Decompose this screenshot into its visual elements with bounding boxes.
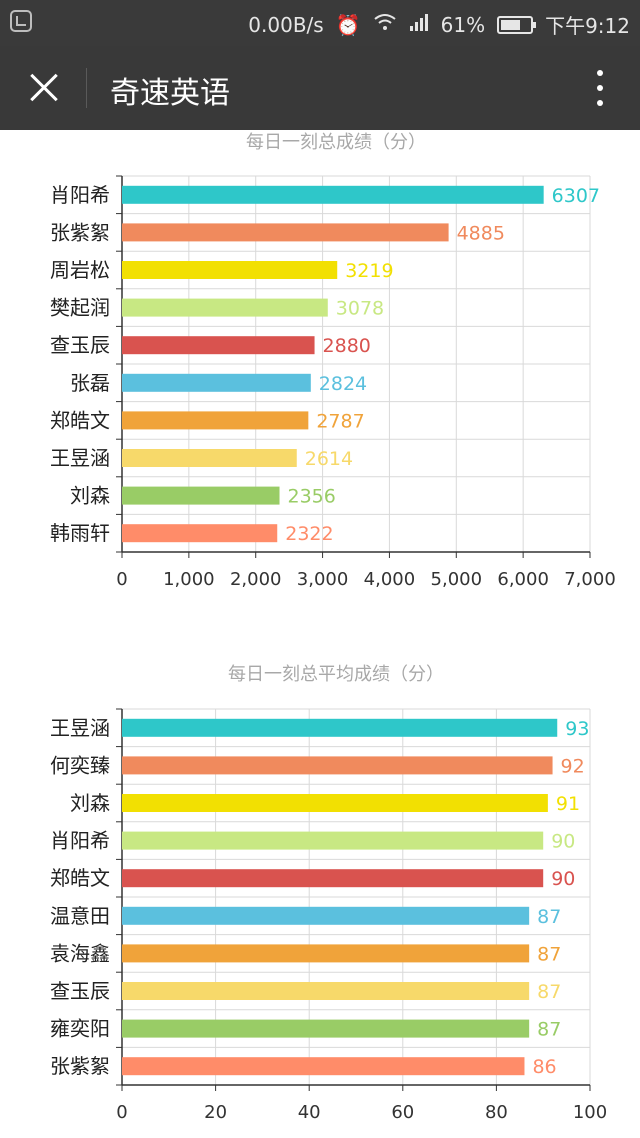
x-tick-label: 20	[204, 1102, 227, 1123]
data-label: 2824	[319, 373, 367, 395]
data-label: 93	[565, 718, 589, 740]
x-tick-label: 2,000	[230, 569, 282, 590]
data-label: 87	[537, 906, 561, 928]
page-title: 奇速英语	[110, 76, 230, 111]
bar	[122, 794, 548, 812]
x-tick-label: 80	[485, 1102, 508, 1123]
screenshot-icon	[10, 10, 32, 32]
signal-icon	[409, 12, 429, 37]
chart-title: 每日一刻总成绩（分）	[246, 132, 426, 153]
data-label: 86	[532, 1056, 556, 1078]
category-label: 刘森	[70, 791, 110, 815]
category-label: 雍奕阳	[50, 1017, 110, 1041]
x-tick-label: 0	[116, 569, 127, 590]
category-label: 刘森	[70, 484, 110, 508]
category-label: 韩雨轩	[50, 521, 110, 545]
bar	[122, 831, 544, 850]
bar	[122, 524, 278, 543]
battery-percent: 61%	[440, 12, 486, 37]
total-score-chart: 每日一刻总成绩（分） 0 1,000 2,000 3,000 4,000 5,000 6,00…	[0, 130, 640, 600]
bar	[122, 869, 544, 888]
bar	[122, 718, 558, 737]
x-tick-label: 4,000	[364, 569, 416, 590]
category-label: 查玉辰	[50, 979, 110, 1003]
category-label: 王昱涵	[50, 716, 110, 740]
x-tick-label: 1,000	[163, 569, 215, 590]
category-label: 樊起润	[50, 296, 110, 320]
x-tick-label: 100	[573, 1102, 607, 1123]
data-label: 2614	[305, 448, 353, 470]
data-label: 90	[551, 868, 575, 890]
x-tick-label: 7,000	[564, 569, 616, 590]
chart-title: 每日一刻总平均成绩（分）	[228, 664, 444, 685]
status-indicators: 0.00B/s ⏰ 61% 下午9:12	[248, 10, 630, 39]
bar	[122, 1057, 525, 1076]
x-tick-label: 6,000	[497, 569, 549, 590]
category-label: 查玉辰	[50, 333, 110, 357]
data-label: 87	[537, 1019, 561, 1041]
data-label: 3219	[345, 260, 393, 282]
bar	[122, 944, 530, 963]
category-label: 周岩松	[50, 258, 110, 282]
category-label: 肖阳希	[50, 829, 110, 853]
close-icon[interactable]	[22, 66, 66, 110]
bar	[122, 185, 544, 204]
category-label: 郑皓文	[50, 408, 110, 432]
total-score-chart-svg: 每日一刻总成绩（分） 0 1,000 2,000 3,000 4,000 5,000 6,00…	[50, 132, 616, 590]
alarm-icon: ⏰	[335, 12, 361, 37]
category-label: 张紫絮	[50, 1054, 110, 1078]
x-tick-label: 0	[116, 1102, 127, 1123]
average-score-chart: 每日一刻总平均成绩（分） 0 20 40 60 80 100 王昱涵 93 何奕臻 92 刘森 91 肖阳…	[0, 650, 640, 1130]
data-label: 2787	[316, 410, 364, 432]
bar	[122, 982, 530, 1000]
bar	[122, 756, 553, 775]
category-label: 温意田	[50, 904, 110, 928]
category-label: 郑皓文	[50, 866, 110, 890]
data-label: 6307	[552, 185, 600, 207]
category-label: 袁海鑫	[50, 941, 110, 965]
data-label: 87	[537, 943, 561, 965]
data-label: 91	[556, 793, 580, 815]
x-tick-label: 5,000	[431, 569, 483, 590]
data-label: 2322	[285, 523, 333, 545]
data-label: 2356	[288, 486, 336, 508]
data-label: 87	[537, 981, 561, 1003]
category-label: 王昱涵	[50, 446, 110, 470]
bar	[122, 1019, 530, 1038]
wifi-icon	[373, 12, 397, 37]
data-label: 90	[551, 831, 575, 853]
bar	[122, 486, 280, 505]
more-options-icon[interactable]	[590, 68, 610, 108]
bar	[122, 906, 530, 925]
bar	[122, 411, 309, 430]
x-tick-label: 60	[391, 1102, 414, 1123]
data-label: 2880	[323, 335, 371, 357]
category-label: 张磊	[70, 371, 110, 395]
title-bar: 奇速英语	[0, 46, 640, 130]
category-label: 何奕臻	[50, 753, 110, 777]
average-score-chart-svg: 每日一刻总平均成绩（分） 0 20 40 60 80 100 王昱涵 93 何奕臻 92 刘森 91 肖阳…	[50, 664, 607, 1123]
status-bar: 0.00B/s ⏰ 61% 下午9:12	[0, 0, 640, 46]
bar	[122, 336, 315, 355]
category-label: 张紫絮	[50, 220, 110, 244]
data-label: 92	[561, 755, 585, 777]
data-label: 4885	[457, 222, 505, 244]
x-tick-label: 3,000	[297, 569, 349, 590]
network-speed: 0.00B/s	[248, 12, 324, 37]
bar	[122, 223, 449, 242]
title-divider	[86, 68, 87, 108]
category-label: 肖阳希	[50, 183, 110, 207]
bar	[122, 373, 311, 392]
bar	[122, 298, 328, 317]
battery-icon	[497, 15, 537, 34]
x-tick-label: 40	[298, 1102, 321, 1123]
bar	[122, 261, 338, 279]
data-label: 3078	[336, 298, 384, 320]
clock-time: 下午9:12	[545, 14, 630, 38]
bar	[122, 449, 297, 467]
